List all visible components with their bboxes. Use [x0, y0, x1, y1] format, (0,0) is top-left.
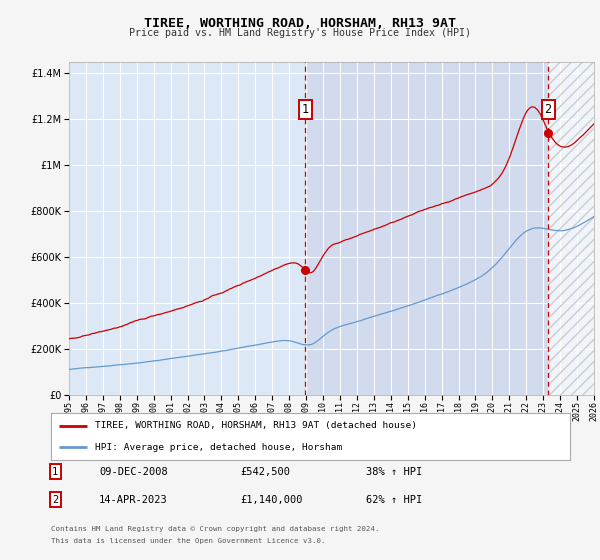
- Text: 1: 1: [302, 104, 308, 116]
- Text: £1,140,000: £1,140,000: [240, 494, 302, 505]
- Text: TIREE, WORTHING ROAD, HORSHAM, RH13 9AT: TIREE, WORTHING ROAD, HORSHAM, RH13 9AT: [144, 17, 456, 30]
- Text: This data is licensed under the Open Government Licence v3.0.: This data is licensed under the Open Gov…: [51, 538, 325, 544]
- Text: 2: 2: [545, 104, 551, 116]
- Text: 2: 2: [52, 494, 58, 505]
- Text: 62% ↑ HPI: 62% ↑ HPI: [366, 494, 422, 505]
- Text: 1: 1: [52, 466, 58, 477]
- Text: £542,500: £542,500: [240, 466, 290, 477]
- Bar: [305, 62, 548, 395]
- Text: 09-DEC-2008: 09-DEC-2008: [99, 466, 168, 477]
- Text: 38% ↑ HPI: 38% ↑ HPI: [366, 466, 422, 477]
- Text: 14-APR-2023: 14-APR-2023: [99, 494, 168, 505]
- Text: Price paid vs. HM Land Registry's House Price Index (HPI): Price paid vs. HM Land Registry's House …: [129, 28, 471, 38]
- Text: TIREE, WORTHING ROAD, HORSHAM, RH13 9AT (detached house): TIREE, WORTHING ROAD, HORSHAM, RH13 9AT …: [95, 421, 417, 430]
- Text: HPI: Average price, detached house, Horsham: HPI: Average price, detached house, Hors…: [95, 443, 343, 452]
- Text: Contains HM Land Registry data © Crown copyright and database right 2024.: Contains HM Land Registry data © Crown c…: [51, 526, 380, 533]
